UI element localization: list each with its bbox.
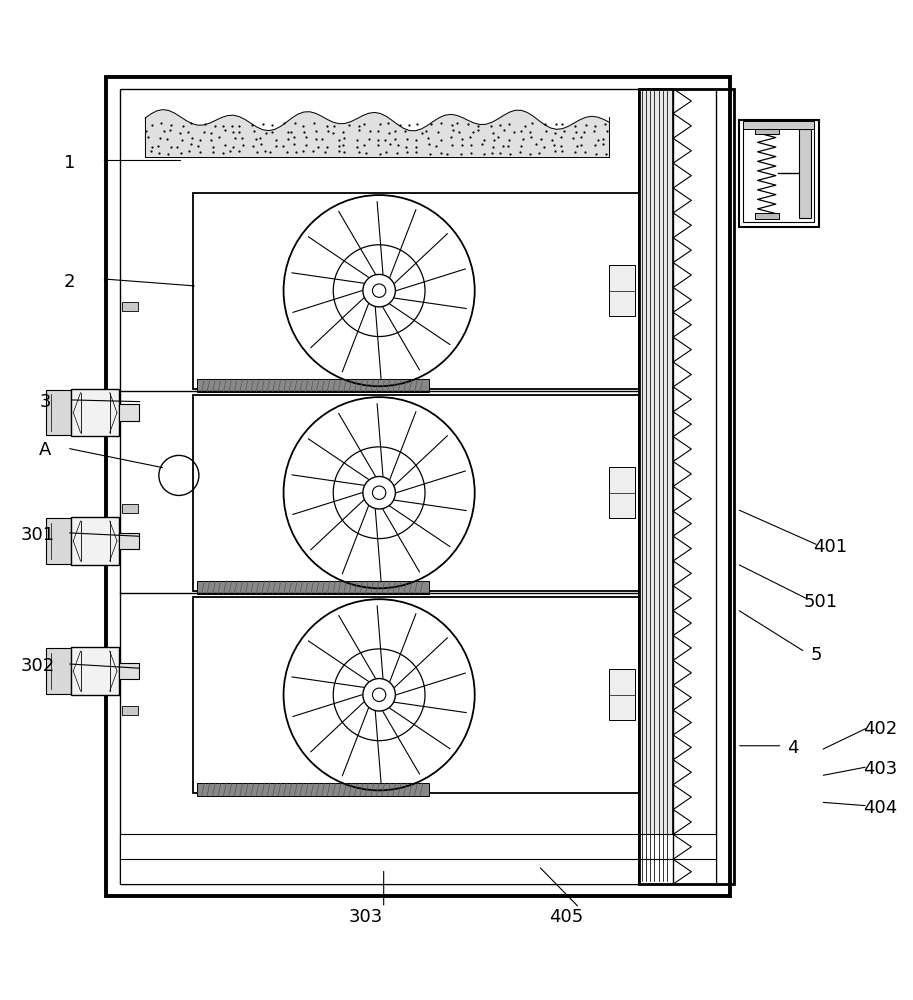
Bar bbox=[638, 89, 734, 884]
Text: 402: 402 bbox=[863, 720, 897, 738]
Text: 3: 3 bbox=[39, 393, 51, 411]
Bar bbox=[755, 213, 779, 219]
Text: 401: 401 bbox=[813, 538, 846, 556]
Bar bbox=[121, 302, 138, 311]
Circle shape bbox=[362, 679, 395, 711]
Text: 405: 405 bbox=[549, 908, 582, 926]
Bar bbox=[743, 121, 814, 129]
Text: 1: 1 bbox=[64, 154, 76, 172]
Circle shape bbox=[284, 397, 475, 588]
Bar bbox=[121, 504, 138, 513]
Bar bbox=[46, 518, 71, 564]
Bar bbox=[119, 404, 139, 421]
Bar bbox=[609, 467, 635, 518]
Bar bbox=[755, 127, 779, 134]
Text: 303: 303 bbox=[349, 908, 383, 926]
Circle shape bbox=[373, 486, 386, 499]
Text: 4: 4 bbox=[788, 739, 799, 757]
Bar bbox=[197, 379, 429, 392]
Polygon shape bbox=[145, 110, 609, 157]
Text: 404: 404 bbox=[863, 799, 897, 817]
Text: A: A bbox=[39, 441, 51, 459]
Bar bbox=[743, 124, 814, 222]
Text: 501: 501 bbox=[803, 593, 837, 611]
Bar bbox=[119, 533, 139, 549]
Circle shape bbox=[362, 476, 395, 509]
Circle shape bbox=[373, 688, 386, 701]
Bar bbox=[193, 395, 638, 591]
Text: 302: 302 bbox=[21, 657, 55, 675]
Bar bbox=[120, 89, 716, 884]
Bar bbox=[197, 783, 429, 796]
Bar bbox=[609, 265, 635, 316]
Circle shape bbox=[362, 274, 395, 307]
Bar bbox=[799, 129, 812, 218]
Bar bbox=[106, 77, 729, 896]
Bar bbox=[119, 663, 139, 679]
Bar bbox=[193, 193, 638, 389]
Bar bbox=[46, 390, 71, 435]
Circle shape bbox=[284, 599, 475, 790]
Text: 2: 2 bbox=[64, 273, 76, 291]
Bar bbox=[46, 648, 71, 694]
Text: 5: 5 bbox=[811, 646, 822, 664]
Bar bbox=[71, 389, 119, 436]
Bar bbox=[121, 706, 138, 715]
Bar bbox=[739, 120, 819, 227]
Bar bbox=[120, 834, 716, 884]
Circle shape bbox=[284, 195, 475, 386]
Bar bbox=[193, 597, 638, 793]
Text: 403: 403 bbox=[863, 760, 897, 778]
Bar bbox=[609, 669, 635, 720]
Bar bbox=[638, 89, 673, 884]
Bar bbox=[197, 581, 429, 594]
Text: 301: 301 bbox=[21, 526, 55, 544]
Circle shape bbox=[373, 284, 386, 297]
Bar bbox=[71, 647, 119, 695]
Bar bbox=[71, 517, 119, 565]
